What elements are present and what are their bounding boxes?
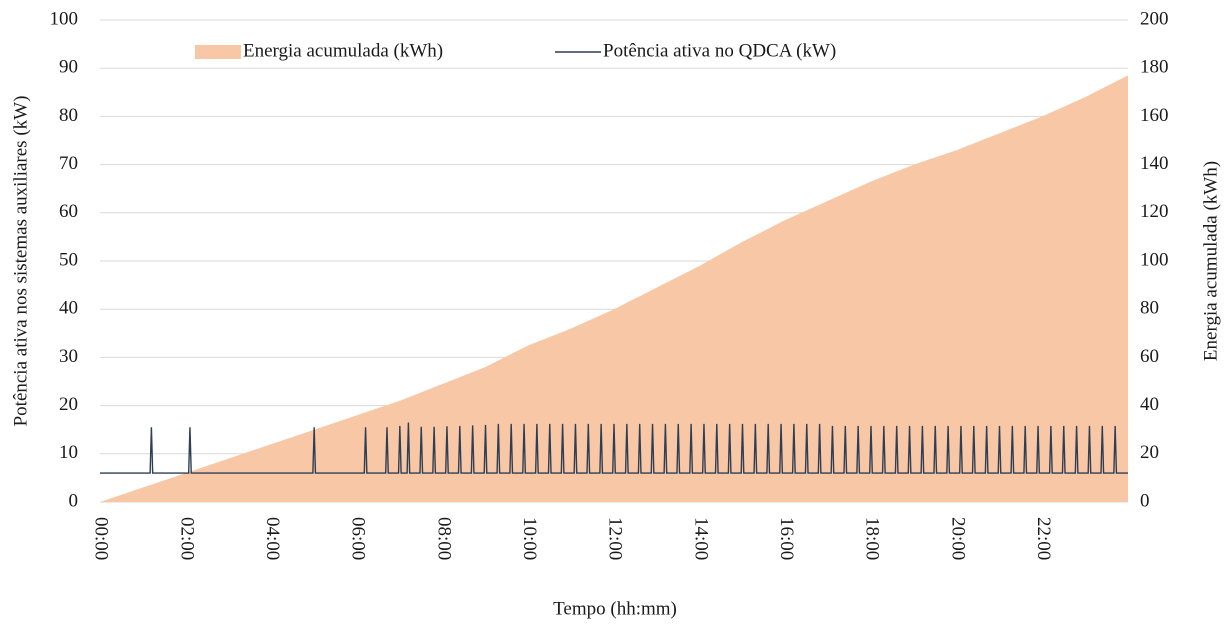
x-tick-label: 14:00 bbox=[690, 517, 711, 560]
y2-tick-label: 20 bbox=[1140, 442, 1159, 463]
y2-tick-label: 40 bbox=[1140, 394, 1159, 415]
y2-tick-label: 80 bbox=[1140, 298, 1159, 319]
x-axis-label: Tempo (hh:mm) bbox=[553, 598, 677, 619]
y2-tick-label: 60 bbox=[1140, 346, 1159, 367]
y-tick-label: 70 bbox=[59, 153, 78, 174]
legend-label: Energia acumulada (kWh) bbox=[243, 40, 443, 61]
y-tick-label: 0 bbox=[69, 490, 79, 511]
x-tick-label: 00:00 bbox=[91, 517, 112, 560]
x-tick-label: 06:00 bbox=[348, 517, 369, 560]
x-tick-label: 12:00 bbox=[605, 517, 626, 560]
y2-tick-label: 160 bbox=[1140, 105, 1169, 126]
y-tick-label: 80 bbox=[59, 105, 78, 126]
x-tick-label: 20:00 bbox=[947, 517, 968, 560]
x-tick-label: 22:00 bbox=[1033, 517, 1054, 560]
y-tick-label: 50 bbox=[59, 249, 78, 270]
y-tick-label: 10 bbox=[59, 442, 78, 463]
y2-tick-label: 120 bbox=[1140, 201, 1169, 222]
energy-area bbox=[100, 75, 1128, 503]
power-line bbox=[100, 422, 1128, 474]
y-tick-label: 100 bbox=[50, 8, 79, 29]
legend-swatch bbox=[195, 45, 241, 59]
y2-tick-label: 100 bbox=[1140, 249, 1169, 270]
legend-label: Potência ativa no QDCA (kW) bbox=[603, 40, 836, 61]
y-tick-label: 30 bbox=[59, 346, 78, 367]
x-tick-label: 10:00 bbox=[519, 517, 540, 560]
y-tick-label: 40 bbox=[59, 298, 78, 319]
y2-tick-label: 180 bbox=[1140, 57, 1169, 78]
y-axis-label: Potência ativa nos sistemas auxiliares (… bbox=[10, 96, 31, 427]
y-tick-label: 90 bbox=[59, 57, 78, 78]
y2-tick-label: 140 bbox=[1140, 153, 1169, 174]
x-tick-label: 16:00 bbox=[776, 517, 797, 560]
x-tick-label: 18:00 bbox=[862, 517, 883, 560]
y2-axis-label: Energia acumulada (kWh) bbox=[1200, 161, 1221, 361]
x-tick-label: 04:00 bbox=[262, 517, 283, 560]
y-tick-label: 20 bbox=[59, 394, 78, 415]
x-tick-label: 08:00 bbox=[433, 517, 454, 560]
y2-tick-label: 0 bbox=[1140, 490, 1150, 511]
y-tick-label: 60 bbox=[59, 201, 78, 222]
y2-tick-label: 200 bbox=[1140, 8, 1169, 29]
x-tick-label: 02:00 bbox=[176, 517, 197, 560]
